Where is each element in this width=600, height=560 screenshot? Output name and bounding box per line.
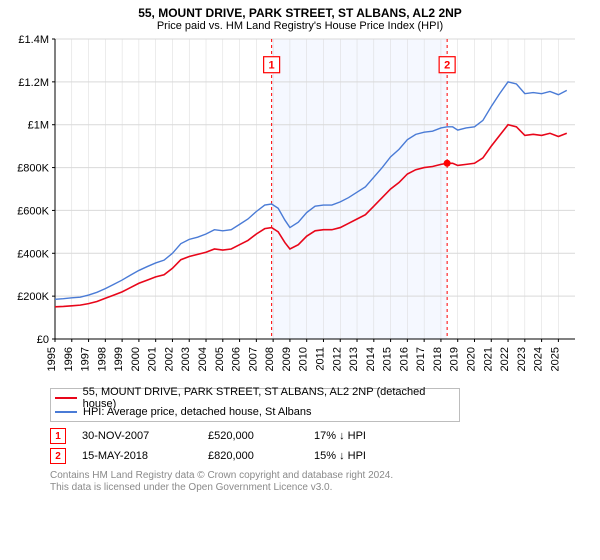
sale-price: £520,000: [208, 430, 298, 442]
svg-text:2019: 2019: [449, 347, 461, 371]
sale-date: 15-MAY-2018: [82, 450, 192, 462]
svg-text:2023: 2023: [516, 347, 528, 371]
svg-text:2004: 2004: [197, 347, 209, 371]
svg-text:2002: 2002: [163, 347, 175, 371]
credit-line-2: This data is licensed under the Open Gov…: [50, 482, 590, 494]
legend-box: 55, MOUNT DRIVE, PARK STREET, ST ALBANS,…: [50, 388, 460, 422]
svg-text:2000: 2000: [130, 347, 142, 371]
svg-text:1997: 1997: [80, 347, 92, 371]
svg-text:£200K: £200K: [17, 291, 49, 303]
sale-marker-box: 1: [50, 428, 66, 444]
chart-area: £0 £200K £400K £600K £800K £1M £1.2M £1.4M 1995 1…: [10, 34, 585, 384]
svg-text:2024: 2024: [533, 347, 545, 371]
sale-date: 30-NOV-2007: [82, 430, 192, 442]
sale-row: 1 30-NOV-2007 £520,000 17% ↓ HPI: [50, 426, 570, 446]
sale-price: £820,000: [208, 450, 298, 462]
svg-text:1: 1: [269, 60, 275, 72]
sale-rows: 1 30-NOV-2007 £520,000 17% ↓ HPI 2 15-MAY-201…: [50, 426, 570, 466]
svg-text:1999: 1999: [113, 347, 125, 371]
svg-text:£600K: £600K: [17, 205, 49, 217]
svg-text:1995: 1995: [46, 347, 58, 371]
svg-text:£1.4M: £1.4M: [18, 34, 49, 46]
svg-text:£400K: £400K: [17, 248, 49, 260]
sale-diff: 15% ↓ HPI: [314, 450, 414, 462]
svg-text:2015: 2015: [382, 347, 394, 371]
chart-title: 55, MOUNT DRIVE, PARK STREET, ST ALBANS,…: [10, 6, 590, 20]
svg-text:2025: 2025: [549, 347, 561, 371]
svg-text:2003: 2003: [180, 347, 192, 371]
svg-text:2009: 2009: [281, 347, 293, 371]
chart-svg: £0 £200K £400K £600K £800K £1M £1.2M £1.4M 1995 1…: [10, 34, 585, 384]
svg-text:2: 2: [444, 60, 450, 72]
svg-text:2017: 2017: [415, 347, 427, 371]
svg-text:2006: 2006: [231, 347, 243, 371]
legend-row: 55, MOUNT DRIVE, PARK STREET, ST ALBANS,…: [55, 391, 455, 405]
svg-text:2021: 2021: [482, 347, 494, 371]
svg-text:2008: 2008: [264, 347, 276, 371]
svg-text:2022: 2022: [499, 347, 511, 371]
credit-line-1: Contains HM Land Registry data © Crown c…: [50, 470, 590, 482]
svg-text:2018: 2018: [432, 347, 444, 371]
legend-swatch: [55, 411, 77, 413]
sale-marker-box: 2: [50, 448, 66, 464]
svg-text:2020: 2020: [465, 347, 477, 371]
svg-text:2005: 2005: [214, 347, 226, 371]
chart-subtitle: Price paid vs. HM Land Registry's House …: [10, 20, 590, 32]
svg-text:1998: 1998: [96, 347, 108, 371]
legend-label: HPI: Average price, detached house, St A…: [83, 406, 312, 418]
svg-text:2007: 2007: [247, 347, 259, 371]
svg-text:£1.2M: £1.2M: [18, 77, 49, 89]
svg-text:1996: 1996: [63, 347, 75, 371]
svg-text:2001: 2001: [147, 347, 159, 371]
svg-text:2012: 2012: [331, 347, 343, 371]
svg-text:2016: 2016: [398, 347, 410, 371]
svg-text:2013: 2013: [348, 347, 360, 371]
credits: Contains HM Land Registry data © Crown c…: [50, 470, 590, 494]
svg-text:2014: 2014: [365, 347, 377, 371]
sale-diff: 17% ↓ HPI: [314, 430, 414, 442]
svg-text:£800K: £800K: [17, 163, 49, 175]
sale-row: 2 15-MAY-2018 £820,000 15% ↓ HPI: [50, 446, 570, 466]
svg-text:£1M: £1M: [28, 120, 49, 132]
svg-text:2010: 2010: [298, 347, 310, 371]
svg-text:2011: 2011: [314, 347, 326, 371]
legend-swatch: [55, 397, 77, 399]
svg-text:£0: £0: [37, 334, 49, 346]
